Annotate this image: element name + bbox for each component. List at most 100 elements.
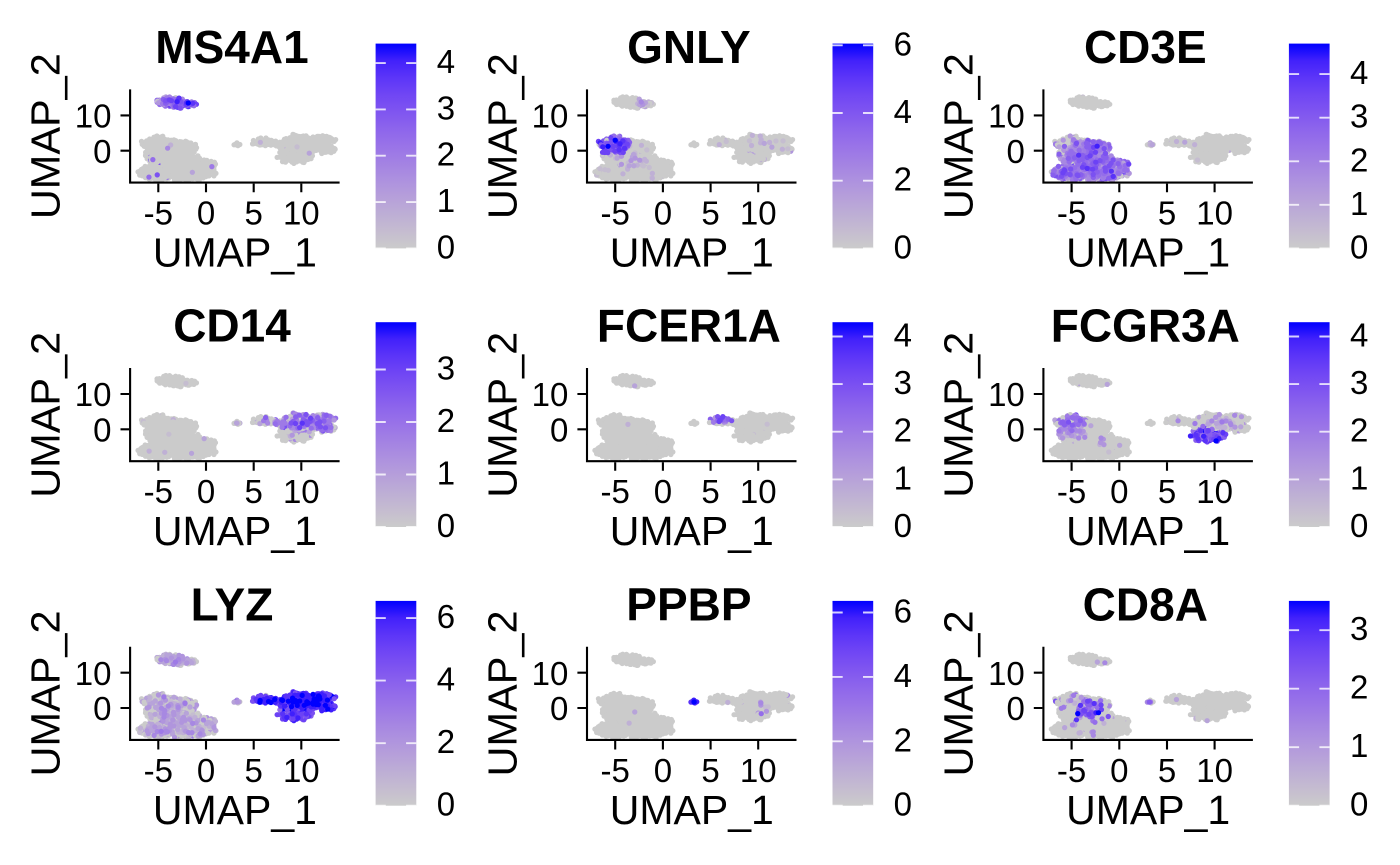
svg-text:UMAP_1: UMAP_1 <box>1066 787 1230 833</box>
svg-text:UMAP_1: UMAP_1 <box>153 787 317 833</box>
svg-text:2: 2 <box>894 412 912 449</box>
svg-text:1: 1 <box>1350 727 1368 764</box>
svg-text:2: 2 <box>894 161 912 198</box>
svg-text:0: 0 <box>894 786 912 823</box>
svg-text:1: 1 <box>1350 185 1368 222</box>
svg-text:PPBP: PPBP <box>626 578 751 630</box>
svg-text:10: 10 <box>1196 473 1233 510</box>
svg-text:FCGR3A: FCGR3A <box>1051 300 1240 352</box>
svg-text:0: 0 <box>1006 412 1024 449</box>
svg-text:3: 3 <box>1350 364 1368 401</box>
svg-text:-5: -5 <box>1057 195 1086 232</box>
svg-text:-5: -5 <box>144 752 173 789</box>
svg-text:0: 0 <box>197 473 215 510</box>
svg-text:10: 10 <box>1196 752 1233 789</box>
svg-text:UMAP_1: UMAP_1 <box>1066 508 1230 554</box>
svg-text:10: 10 <box>740 752 777 789</box>
svg-text:4: 4 <box>437 661 455 698</box>
svg-text:5: 5 <box>701 473 719 510</box>
svg-text:4: 4 <box>894 657 912 694</box>
svg-text:UMAP_2: UMAP_2 <box>936 53 982 219</box>
svg-text:UMAP_2: UMAP_2 <box>479 332 525 498</box>
svg-text:10: 10 <box>283 195 320 232</box>
svg-text:10: 10 <box>740 195 777 232</box>
svg-text:4: 4 <box>1350 317 1368 354</box>
svg-text:1: 1 <box>1350 459 1368 496</box>
svg-text:0: 0 <box>1110 473 1128 510</box>
svg-text:0: 0 <box>1350 228 1368 265</box>
svg-text:GNLY: GNLY <box>627 21 751 73</box>
svg-text:0: 0 <box>654 473 672 510</box>
svg-text:0: 0 <box>550 133 568 170</box>
svg-text:4: 4 <box>894 317 912 354</box>
svg-text:10: 10 <box>75 98 112 135</box>
svg-text:LYZ: LYZ <box>191 578 274 630</box>
svg-text:MS4A1: MS4A1 <box>155 21 308 73</box>
svg-text:3: 3 <box>1350 610 1368 647</box>
svg-text:UMAP_2: UMAP_2 <box>22 332 68 498</box>
svg-text:0: 0 <box>1006 133 1024 170</box>
svg-text:UMAP_2: UMAP_2 <box>936 611 982 777</box>
svg-text:5: 5 <box>1158 195 1176 232</box>
svg-text:UMAP_1: UMAP_1 <box>610 230 774 276</box>
svg-text:4: 4 <box>894 93 912 130</box>
svg-text:10: 10 <box>75 376 112 413</box>
svg-text:CD8A: CD8A <box>1083 578 1208 630</box>
svg-text:5: 5 <box>1158 752 1176 789</box>
svg-text:-5: -5 <box>1057 752 1086 789</box>
svg-text:2: 2 <box>437 723 455 760</box>
svg-text:UMAP_2: UMAP_2 <box>22 611 68 777</box>
svg-text:-5: -5 <box>601 473 630 510</box>
svg-text:0: 0 <box>437 507 455 544</box>
svg-text:10: 10 <box>75 655 112 692</box>
svg-text:0: 0 <box>197 752 215 789</box>
svg-text:2: 2 <box>894 721 912 758</box>
svg-text:1: 1 <box>437 455 455 492</box>
svg-text:2: 2 <box>1350 669 1368 706</box>
svg-text:UMAP_1: UMAP_1 <box>1066 230 1230 276</box>
svg-text:0: 0 <box>1006 690 1024 727</box>
svg-text:1: 1 <box>437 182 455 219</box>
svg-text:10: 10 <box>283 473 320 510</box>
svg-text:10: 10 <box>532 376 569 413</box>
svg-text:10: 10 <box>532 98 569 135</box>
svg-text:5: 5 <box>245 752 263 789</box>
svg-text:3: 3 <box>437 350 455 387</box>
svg-text:UMAP_1: UMAP_1 <box>610 787 774 833</box>
svg-text:5: 5 <box>701 195 719 232</box>
svg-text:3: 3 <box>894 364 912 401</box>
svg-text:CD3E: CD3E <box>1084 21 1207 73</box>
svg-text:4: 4 <box>1350 54 1368 91</box>
svg-text:6: 6 <box>894 593 912 630</box>
svg-text:FCER1A: FCER1A <box>597 300 781 352</box>
svg-text:2: 2 <box>1350 412 1368 449</box>
svg-text:5: 5 <box>245 195 263 232</box>
svg-text:0: 0 <box>1350 786 1368 823</box>
svg-text:2: 2 <box>1350 141 1368 178</box>
svg-text:6: 6 <box>894 25 912 62</box>
svg-text:UMAP_2: UMAP_2 <box>22 53 68 219</box>
svg-text:0: 0 <box>550 412 568 449</box>
svg-text:5: 5 <box>1158 473 1176 510</box>
svg-text:0: 0 <box>197 195 215 232</box>
svg-text:5: 5 <box>245 473 263 510</box>
svg-text:-5: -5 <box>601 752 630 789</box>
svg-text:-5: -5 <box>601 195 630 232</box>
svg-text:0: 0 <box>1110 752 1128 789</box>
svg-text:-5: -5 <box>144 473 173 510</box>
svg-text:0: 0 <box>437 228 455 265</box>
svg-text:1: 1 <box>894 459 912 496</box>
svg-text:4: 4 <box>437 43 455 80</box>
svg-text:0: 0 <box>894 507 912 544</box>
svg-text:UMAP_2: UMAP_2 <box>936 332 982 498</box>
svg-text:0: 0 <box>93 133 111 170</box>
svg-text:UMAP_1: UMAP_1 <box>153 508 317 554</box>
svg-text:0: 0 <box>1110 195 1128 232</box>
svg-text:5: 5 <box>701 752 719 789</box>
svg-text:2: 2 <box>437 402 455 439</box>
svg-text:0: 0 <box>654 752 672 789</box>
svg-text:10: 10 <box>988 655 1025 692</box>
svg-text:10: 10 <box>988 376 1025 413</box>
svg-text:0: 0 <box>1350 507 1368 544</box>
svg-text:0: 0 <box>437 786 455 823</box>
